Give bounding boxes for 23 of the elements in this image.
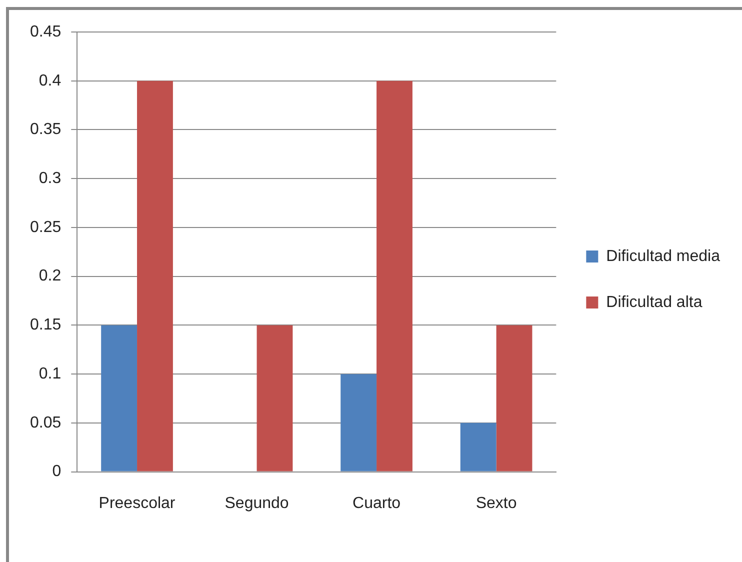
y-tick-label: 0.4 — [38, 72, 62, 90]
bar — [256, 325, 293, 472]
y-tick-label: 0.35 — [30, 121, 62, 138]
y-tick-label: 0.15 — [30, 316, 62, 334]
y-tick-label: 0.2 — [38, 268, 62, 285]
y-tick-label: 0.25 — [30, 218, 62, 236]
x-tick-label: Cuarto — [352, 494, 401, 512]
bar — [460, 422, 496, 472]
bar — [376, 80, 412, 472]
y-tick-label: 0.3 — [38, 170, 62, 188]
bar — [496, 325, 532, 472]
y-tick-label: 0 — [52, 463, 62, 480]
legend-label: Dificultad alta — [606, 294, 702, 311]
legend-label: Dificultad media — [606, 248, 720, 265]
y-tick-label: 0.05 — [30, 414, 62, 432]
x-tick-label: Preescolar — [98, 494, 176, 512]
y-tick-label: 0.1 — [38, 365, 62, 382]
bar — [340, 374, 377, 472]
y-tick-label: 0.45 — [30, 23, 62, 40]
bar — [101, 325, 138, 472]
x-tick-label: Sexto — [476, 494, 517, 512]
x-tick-label: Segundo — [224, 494, 289, 512]
bar — [137, 80, 173, 472]
